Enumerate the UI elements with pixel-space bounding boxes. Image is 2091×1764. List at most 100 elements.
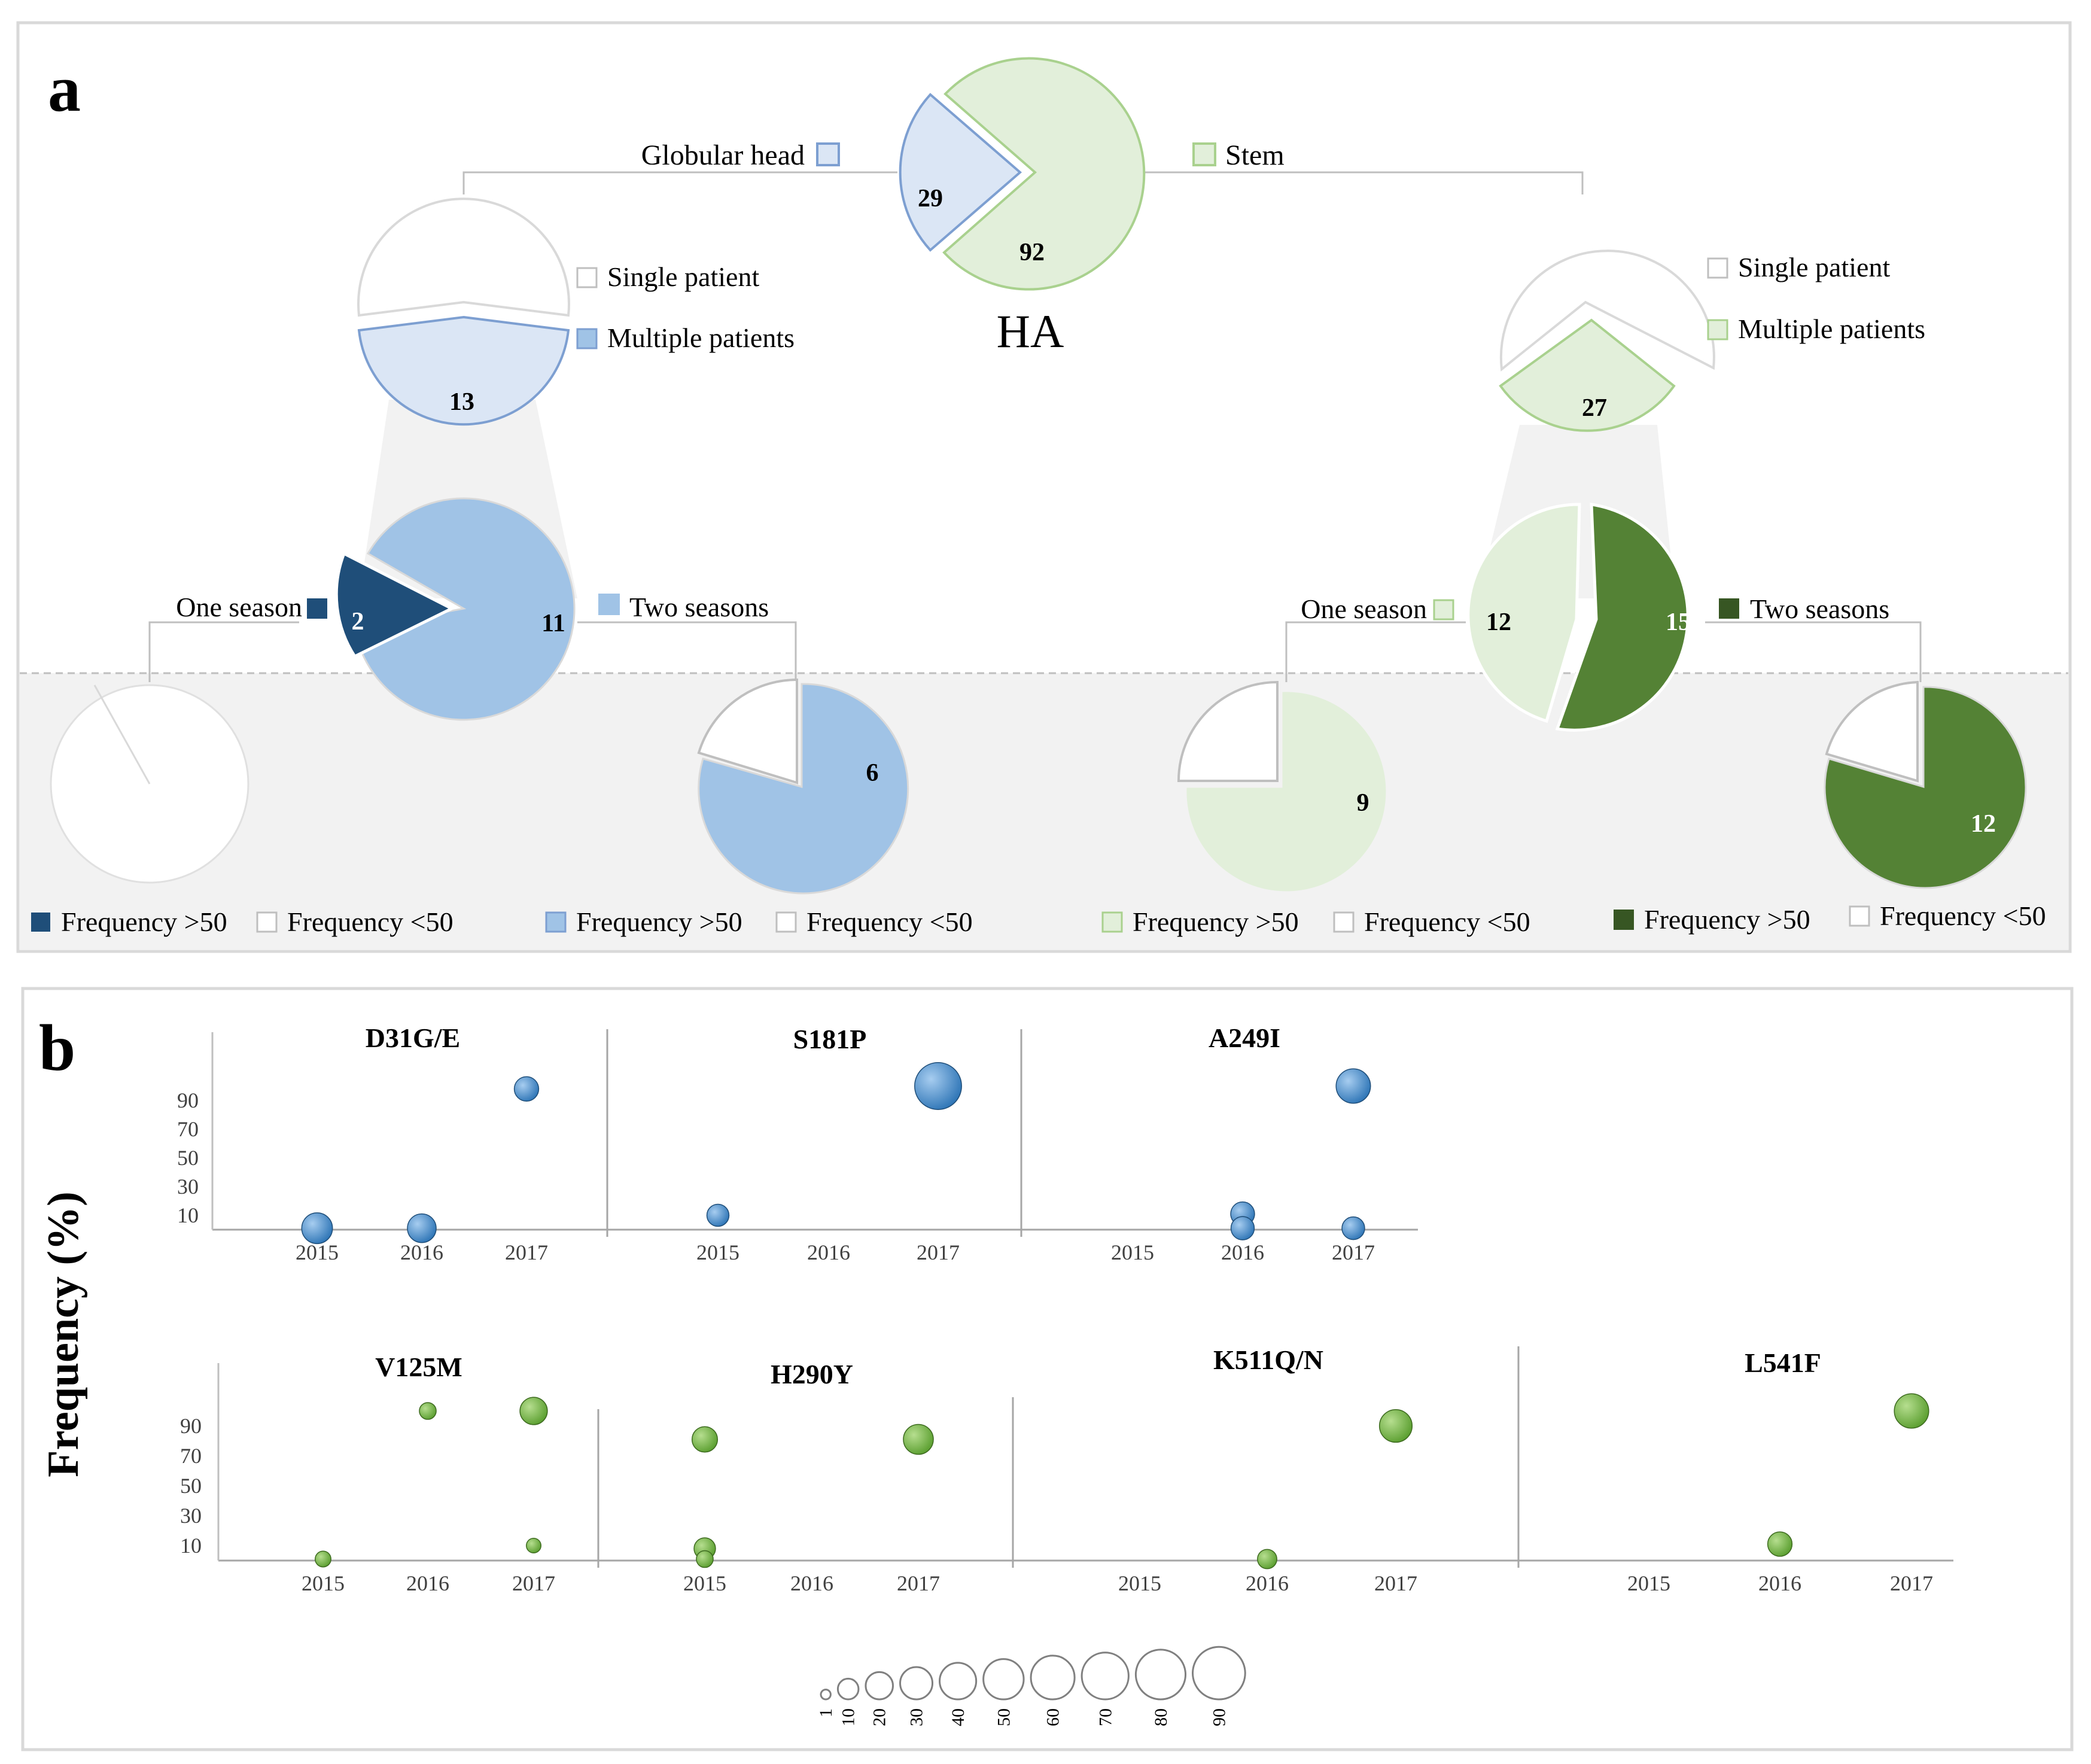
size-legend-label: 60	[1043, 1708, 1063, 1726]
x-tick-label: 2016	[1246, 1571, 1289, 1595]
stem-seasons-pie: 12 15	[1466, 503, 1691, 732]
ha-head-slice	[899, 93, 1022, 252]
bubble-point	[914, 1062, 962, 1110]
head-single-slice	[357, 197, 570, 317]
freq-lt-swatch-4	[1849, 905, 1870, 927]
panel-a-label: a	[48, 52, 81, 125]
head-multiple-value: 13	[449, 388, 474, 416]
x-tick-label: 2017	[505, 1240, 548, 1264]
two-seasons-label-left: Two seasons	[629, 592, 769, 622]
head-two-freq-gt-slice	[698, 683, 909, 895]
one-season-swatch-left	[307, 598, 327, 619]
subplot-title: A249I	[1209, 1023, 1280, 1053]
stem-one-season-value: 12	[1486, 609, 1511, 636]
x-tick-label: 2015	[296, 1240, 339, 1264]
size-legend-bubble	[1030, 1654, 1076, 1701]
single-patient-swatch-left	[576, 267, 598, 288]
bubble-point	[1378, 1409, 1413, 1443]
size-legend-label: 40	[948, 1708, 968, 1726]
freq-lt-label-4: Frequency <50	[1880, 901, 2046, 931]
stem-single-slice	[1499, 250, 1715, 372]
size-legend-bubble	[1080, 1652, 1130, 1701]
two-seasons-swatch-right	[1719, 598, 1739, 619]
y-tick-label: 30	[177, 1175, 199, 1199]
stem-two-seasons-value: 15	[1666, 609, 1691, 636]
globular-head-label: Globular head	[641, 139, 805, 171]
multiple-patients-swatch-left	[576, 328, 598, 349]
single-patient-label-left: Single patient	[607, 261, 759, 292]
panel-b-label: b	[39, 1011, 75, 1084]
stem-one-season-slice	[1466, 503, 1581, 723]
one-season-label-left: One season	[176, 592, 302, 622]
subplot-h290y: H290Y 2015 2016 2017	[683, 1359, 940, 1595]
y-tick-label: 10	[180, 1534, 202, 1558]
size-legend-label: 70	[1095, 1708, 1115, 1726]
ha-stem-slice	[942, 57, 1146, 291]
freq-gt-label-3: Frequency >50	[1133, 907, 1299, 937]
bubble-row-1: 10 30 50 70 90 D31G/E 2015 2016 2017 S181P 2015 201…	[177, 1023, 1418, 1264]
stem-one-freq-gt-slice	[1186, 692, 1386, 892]
y-axis-title: Frequency (%)	[39, 1191, 88, 1477]
freq-lt-label-1: Frequency <50	[287, 907, 453, 937]
multiple-patients-swatch-right	[1707, 319, 1728, 340]
head-two-seasons-freq-pie: 6	[697, 678, 909, 895]
bubble-size-legend: 1 10 20 30 40 50 60 70 80 90	[816, 1646, 1246, 1726]
subplot-title: H290Y	[771, 1359, 853, 1389]
subplot-title: L541F	[1745, 1348, 1821, 1378]
multiple-patients-label-left: Multiple patients	[607, 323, 795, 353]
freq-gt-label-2: Frequency >50	[576, 907, 742, 937]
freq-lt-swatch-2	[775, 911, 797, 933]
bubble-point	[526, 1538, 541, 1553]
head-two-seasons-slice	[354, 497, 576, 721]
y-tick-label: 50	[180, 1474, 202, 1498]
subplot-s181p: S181P 2015 2016 2017	[696, 1024, 962, 1264]
bubble-point	[1767, 1531, 1793, 1557]
x-tick-label: 2016	[406, 1571, 449, 1595]
y-tick-label: 90	[180, 1414, 202, 1438]
subplot-a249i: A249I 2015 2016 2017	[1111, 1023, 1375, 1264]
y-tick-label: 50	[177, 1146, 199, 1170]
size-legend-bubble	[865, 1671, 894, 1701]
stem-patients-pie: 27	[1499, 250, 1715, 432]
x-tick-label: 2015	[696, 1240, 739, 1264]
freq-gt-label-4: Frequency >50	[1644, 904, 1810, 935]
ha-stem-value: 92	[1019, 239, 1045, 266]
size-legend-label: 20	[870, 1708, 890, 1726]
stem-two-freq-value: 12	[1971, 810, 1996, 838]
y-tick-label: 10	[177, 1203, 199, 1227]
x-tick-label: 2016	[1758, 1571, 1801, 1595]
panel-a: a 29 92 HA Globular head Stem	[16, 21, 2072, 953]
bubble-point	[691, 1426, 719, 1453]
one-season-swatch-right	[1433, 599, 1454, 621]
size-legend-bubble	[899, 1666, 934, 1701]
x-tick-label: 2015	[1627, 1571, 1670, 1595]
stem-swatch	[1192, 142, 1216, 166]
freq-lt-label-3: Frequency <50	[1364, 907, 1530, 937]
bubble-point	[407, 1213, 437, 1243]
subplot-title: K511Q/N	[1213, 1345, 1323, 1375]
subplot-title: S181P	[793, 1024, 867, 1054]
bubble-row-2: 10 30 50 70 90 V125M 2015 2016 2017 H290Y 2015 2016…	[180, 1345, 1953, 1595]
size-legend-label: 90	[1209, 1708, 1229, 1726]
size-legend-label: 10	[839, 1708, 859, 1726]
head-multiple-slice	[357, 315, 570, 426]
stem-multiple-slice	[1499, 318, 1676, 432]
stem-two-seasons-slice	[1555, 503, 1690, 732]
subplot-title: V125M	[375, 1352, 462, 1382]
x-tick-label: 2015	[1111, 1240, 1154, 1264]
head-two-freq-lt-slice	[697, 678, 798, 784]
subplot-l541f: L541F 2015 2016 2017	[1627, 1348, 1933, 1595]
x-tick-label: 2015	[683, 1571, 726, 1595]
head-one-season-value: 2	[352, 608, 364, 635]
size-legend-bubble	[982, 1658, 1025, 1701]
bubble-charts: 10 30 50 70 90 D31G/E 2015 2016 2017 S181P 2015 201…	[177, 1023, 1953, 1595]
stem-multiple-value: 27	[1582, 394, 1607, 422]
x-tick-label: 2016	[807, 1240, 850, 1264]
bubble-point	[706, 1203, 730, 1227]
subplot-v125m: V125M 2015 2016 2017	[302, 1352, 555, 1595]
single-patient-label-right: Single patient	[1738, 252, 1890, 282]
bubble-point	[903, 1424, 934, 1455]
single-patient-swatch-right	[1707, 257, 1728, 279]
